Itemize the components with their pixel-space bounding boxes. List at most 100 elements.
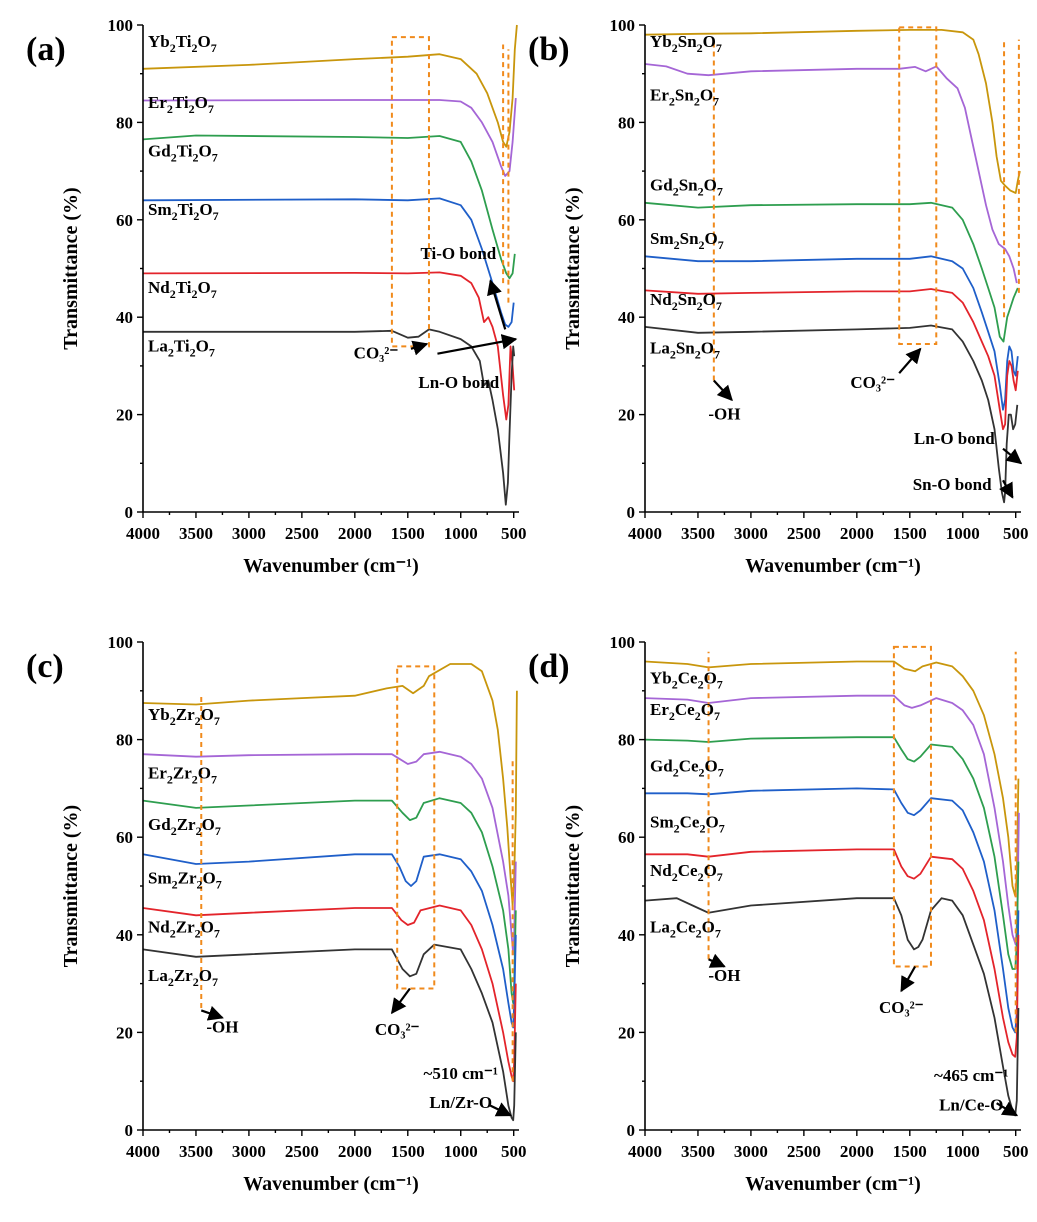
- x-tick-label: 2000: [338, 524, 372, 543]
- series-line-sm2zr2o7: [142, 853, 517, 1029]
- x-axis-title: Wavenumber (cm⁻¹): [243, 1173, 419, 1195]
- x-tick-label: 3000: [232, 524, 266, 543]
- series-line-gd2ti2o7: [142, 134, 516, 280]
- series-line-sm2ce2o7: [645, 787, 1020, 1034]
- series-line-nd2ce2o7: [645, 848, 1020, 1058]
- series-label-nd2ce2o7: Nd2Ce2O7: [650, 861, 723, 884]
- y-tick-label: 0: [125, 1121, 134, 1140]
- co3-region-box: [396, 665, 436, 990]
- y-tick-label: 40: [618, 308, 635, 327]
- series-label-sm2zr2o7: Sm2Zr2O7: [148, 869, 222, 892]
- series-label-la2zr2o7: La2Zr2O7: [148, 966, 218, 989]
- y-tick-label: 80: [618, 731, 635, 750]
- y-tick-label: 100: [610, 16, 636, 35]
- series-label-yb2ce2o7: Yb2Ce2O7: [650, 668, 723, 691]
- co3-region-box: [898, 26, 938, 345]
- series-line-er2ti2o7: [142, 98, 517, 177]
- y-tick-label: 100: [108, 633, 134, 652]
- x-tick-label: 3500: [681, 524, 715, 543]
- y-tick-label: 100: [108, 16, 134, 35]
- panel-label: (c): [26, 648, 64, 685]
- x-axis-title: Wavenumber (cm⁻¹): [745, 555, 921, 577]
- x-tick-label: 2500: [285, 524, 319, 543]
- y-tick-label: 0: [627, 503, 636, 522]
- annotation-label: CO₃²⁻: [375, 1020, 420, 1039]
- x-tick-label: 3500: [179, 1142, 213, 1161]
- annotation-label: -OH: [708, 966, 740, 985]
- panel-label: (d): [528, 648, 570, 685]
- annotation-label: CO₃²⁻: [879, 998, 924, 1017]
- y-axis-title: Transmittance (%): [60, 187, 82, 349]
- series-label-er2ti2o7: Er2Ti2O7: [148, 93, 214, 116]
- y-axis-title: Transmittance (%): [562, 805, 584, 967]
- x-tick-label: 3000: [734, 524, 768, 543]
- x-tick-label: 2000: [840, 1142, 874, 1161]
- series-line-la2sn2o7: [644, 324, 1019, 504]
- y-tick-label: 20: [618, 1023, 635, 1042]
- series-label-la2ce2o7: La2Ce2O7: [650, 917, 721, 940]
- y-tick-label: 100: [610, 633, 636, 652]
- x-tick-label: 3000: [232, 1142, 266, 1161]
- y-tick-label: 20: [116, 1023, 133, 1042]
- panel-b: (b) 4000 3500 3000 2500 2000 1500 1000 500 0 20 40 6…: [528, 16, 1028, 577]
- series-label-nd2sn2o7: Nd2Sn2O7: [650, 290, 722, 313]
- y-tick-label: 0: [125, 503, 134, 522]
- x-tick-label: 500: [501, 1142, 527, 1161]
- x-tick-label: 2000: [338, 1142, 372, 1161]
- series-line-yb2zr2o7: [142, 663, 518, 907]
- y-tick-label: 20: [116, 406, 133, 425]
- x-tick-label: 1000: [946, 524, 980, 543]
- y-axis-title: Transmittance (%): [562, 187, 584, 349]
- panel-label: (a): [26, 31, 66, 68]
- series-line-er2sn2o7: [644, 63, 1018, 284]
- x-tick-label: 3500: [179, 524, 213, 543]
- annotation-label: CO₃²⁻: [354, 344, 399, 363]
- panel-c: (c) 4000 3500 3000 2500 2000 1500 1000 500 0 20 40 6…: [26, 633, 526, 1195]
- x-tick-label: 1500: [893, 524, 927, 543]
- panel-d: (d) 4000 3500 3000 2500 2000 1500 1000 500 0 20 40 6…: [528, 633, 1028, 1195]
- x-tick-label: 2500: [285, 1142, 319, 1161]
- series-line-gd2ce2o7: [644, 736, 1020, 970]
- annotation-label: Ln/Zr-O: [429, 1093, 492, 1112]
- annotation-arrow: [487, 279, 507, 330]
- x-axis-title: Wavenumber (cm⁻¹): [745, 1173, 921, 1195]
- x-tick-label: 1000: [444, 1142, 478, 1161]
- series-label-yb2sn2o7: Yb2Sn2O7: [650, 32, 722, 55]
- annotation-label: Ti-O bond: [420, 244, 496, 263]
- series-line-gd2zr2o7: [142, 797, 517, 1004]
- series-label-yb2zr2o7: Yb2Zr2O7: [148, 705, 220, 728]
- series-line-er2zr2o7: [142, 750, 517, 956]
- panel-label: (b): [528, 31, 570, 68]
- x-tick-label: 1500: [391, 1142, 425, 1161]
- x-tick-label: 500: [1003, 1142, 1029, 1161]
- y-axis-title: Transmittance (%): [60, 805, 82, 967]
- y-tick-label: 40: [116, 926, 133, 945]
- series-label-sm2sn2o7: Sm2Sn2O7: [650, 229, 724, 252]
- annotation-arrow: [437, 334, 518, 355]
- series-label-sm2ti2o7: Sm2Ti2O7: [148, 200, 219, 223]
- x-tick-label: 2500: [787, 524, 821, 543]
- y-tick-label: 80: [618, 113, 635, 132]
- co3-region-box: [892, 645, 932, 968]
- y-tick-label: 0: [627, 1121, 636, 1140]
- annotation-label: Sn-O bond: [913, 475, 992, 494]
- series-label-er2zr2o7: Er2Zr2O7: [148, 764, 217, 787]
- annotation-label: ~465 cm⁻¹: [934, 1066, 1008, 1085]
- x-tick-label: 500: [1003, 524, 1029, 543]
- panel-a: (a) 4000 3500 3000 2500 2000 1500 1000 500 0 20 40 6…: [26, 16, 526, 577]
- annotation-label: Ln-O bond: [914, 429, 995, 448]
- series-line-er2ce2o7: [644, 694, 1020, 946]
- series-label-er2sn2o7: Er2Sn2O7: [650, 85, 719, 108]
- annotation-arrow: [713, 379, 733, 402]
- y-tick-label: 60: [618, 828, 635, 847]
- series-label-er2ce2o7: Er2Ce2O7: [650, 700, 720, 723]
- x-tick-label: 3000: [734, 1142, 768, 1161]
- annotation-label: Ln/Ce-O: [939, 1095, 1003, 1114]
- annotation-arrow: [996, 1101, 1019, 1117]
- annotation-label: -OH: [206, 1017, 238, 1036]
- annotation-arrow: [708, 953, 726, 968]
- x-tick-label: 500: [501, 524, 527, 543]
- series-label-la2ti2o7: La2Ti2O7: [148, 336, 215, 359]
- y-tick-label: 20: [618, 406, 635, 425]
- series-label-nd2ti2o7: Nd2Ti2O7: [148, 278, 217, 301]
